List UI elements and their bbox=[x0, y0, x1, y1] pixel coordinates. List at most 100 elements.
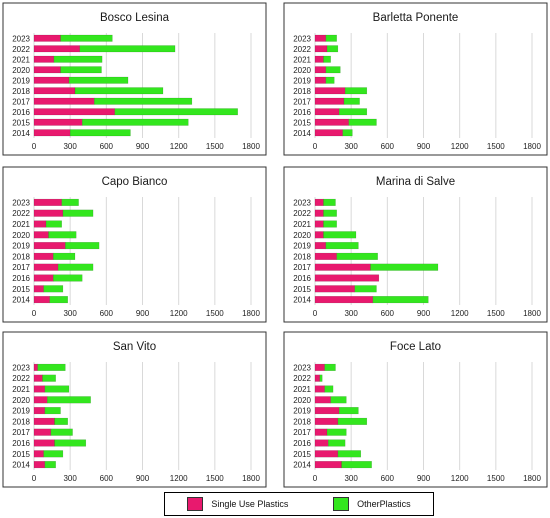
bar-other-plastics bbox=[325, 66, 341, 74]
bar-single-use bbox=[314, 45, 328, 53]
bar-single-use bbox=[314, 66, 327, 74]
bar-other-plastics bbox=[338, 108, 368, 116]
y-tick-label: 2019 bbox=[293, 407, 311, 416]
bar-single-use bbox=[33, 231, 49, 239]
bar-other-plastics bbox=[326, 45, 339, 53]
y-tick-label: 2022 bbox=[293, 45, 311, 54]
bar-single-use bbox=[314, 396, 331, 404]
bar-single-use bbox=[314, 417, 339, 425]
bar-other-plastics bbox=[54, 417, 68, 425]
bar-other-plastics bbox=[74, 87, 164, 95]
bar-other-plastics bbox=[53, 55, 103, 63]
bar-single-use bbox=[314, 55, 324, 63]
bar-other-plastics bbox=[49, 296, 68, 304]
bar-other-plastics bbox=[341, 461, 372, 469]
bar-single-use bbox=[314, 363, 325, 371]
bar-other-plastics bbox=[79, 45, 176, 53]
bar-single-use bbox=[33, 252, 54, 260]
x-tick-label: 900 bbox=[136, 309, 150, 318]
y-tick-label: 2014 bbox=[293, 129, 311, 138]
y-tick-label: 2021 bbox=[12, 220, 30, 229]
bar-other-plastics bbox=[319, 374, 323, 382]
bar-single-use bbox=[314, 198, 324, 206]
bar-other-plastics bbox=[57, 263, 94, 271]
y-tick-label: 2022 bbox=[293, 209, 311, 218]
bar-single-use bbox=[33, 220, 47, 228]
y-tick-label: 2020 bbox=[293, 231, 311, 240]
bar-single-use bbox=[33, 97, 95, 105]
x-tick-label: 1200 bbox=[170, 142, 188, 151]
y-tick-label: 2021 bbox=[12, 385, 30, 394]
y-tick-label: 2018 bbox=[293, 417, 311, 426]
bar-single-use bbox=[33, 274, 54, 282]
bar-other-plastics bbox=[37, 363, 66, 371]
x-tick-label: 1800 bbox=[523, 474, 541, 483]
bar-single-use bbox=[314, 87, 346, 95]
panel-title: Marina di Salve bbox=[376, 176, 455, 188]
bar-other-plastics bbox=[337, 450, 362, 458]
y-tick-label: 2022 bbox=[293, 374, 311, 383]
panel-title: Foce Lato bbox=[390, 341, 441, 353]
bar-other-plastics bbox=[47, 396, 91, 404]
bar-single-use bbox=[33, 396, 48, 404]
y-tick-label: 2014 bbox=[12, 129, 30, 138]
bar-other-plastics bbox=[336, 252, 378, 260]
bar-other-plastics bbox=[343, 97, 360, 105]
y-tick-label: 2016 bbox=[12, 274, 30, 283]
y-tick-label: 2017 bbox=[12, 97, 30, 106]
bar-other-plastics bbox=[60, 34, 113, 42]
y-tick-label: 2017 bbox=[12, 263, 30, 272]
bar-single-use bbox=[314, 439, 329, 447]
y-tick-label: 2020 bbox=[12, 231, 30, 240]
bar-other-plastics bbox=[323, 231, 357, 239]
y-tick-label: 2017 bbox=[12, 428, 30, 437]
y-tick-label: 2018 bbox=[12, 87, 30, 96]
bar-single-use bbox=[314, 428, 328, 436]
y-tick-label: 2020 bbox=[293, 396, 311, 405]
y-tick-label: 2023 bbox=[293, 34, 311, 43]
bar-other-plastics bbox=[65, 242, 100, 250]
x-tick-label: 600 bbox=[381, 309, 395, 318]
x-tick-label: 600 bbox=[100, 142, 114, 151]
x-tick-label: 300 bbox=[344, 309, 358, 318]
legend-item-single-use: Single Use Plastics bbox=[187, 497, 288, 511]
bar-other-plastics bbox=[326, 428, 347, 436]
y-tick-label: 2023 bbox=[12, 363, 30, 372]
bar-single-use bbox=[314, 231, 324, 239]
y-tick-label: 2021 bbox=[293, 55, 311, 64]
y-tick-label: 2023 bbox=[12, 34, 30, 43]
legend-swatch-single-use bbox=[187, 497, 204, 511]
bar-other-plastics bbox=[50, 428, 73, 436]
x-tick-label: 1800 bbox=[242, 309, 260, 318]
y-tick-label: 2018 bbox=[293, 252, 311, 261]
bar-single-use bbox=[33, 263, 59, 271]
y-tick-label: 2019 bbox=[12, 242, 30, 251]
x-tick-label: 900 bbox=[417, 142, 431, 151]
y-tick-label: 2015 bbox=[12, 450, 30, 459]
bar-single-use bbox=[33, 407, 46, 415]
y-tick-label: 2015 bbox=[293, 450, 311, 459]
bar-other-plastics bbox=[324, 385, 334, 393]
y-tick-label: 2014 bbox=[12, 461, 30, 470]
bar-other-plastics bbox=[328, 439, 346, 447]
x-tick-label: 1200 bbox=[170, 474, 188, 483]
x-tick-label: 1800 bbox=[242, 142, 260, 151]
x-tick-label: 1200 bbox=[451, 142, 469, 151]
bar-other-plastics bbox=[68, 76, 129, 84]
bar-other-plastics bbox=[323, 198, 336, 206]
x-tick-label: 1200 bbox=[451, 309, 469, 318]
y-tick-label: 2019 bbox=[293, 242, 311, 251]
x-tick-label: 1500 bbox=[487, 309, 505, 318]
x-tick-label: 300 bbox=[344, 474, 358, 483]
bar-single-use bbox=[33, 76, 70, 84]
bar-other-plastics bbox=[45, 220, 62, 228]
bar-other-plastics bbox=[323, 220, 337, 228]
bar-single-use bbox=[33, 450, 44, 458]
x-tick-label: 900 bbox=[417, 309, 431, 318]
bar-single-use bbox=[33, 461, 46, 469]
bar-single-use bbox=[33, 242, 66, 250]
bar-single-use bbox=[314, 263, 371, 271]
x-tick-label: 1200 bbox=[451, 474, 469, 483]
bar-other-plastics bbox=[60, 66, 102, 74]
